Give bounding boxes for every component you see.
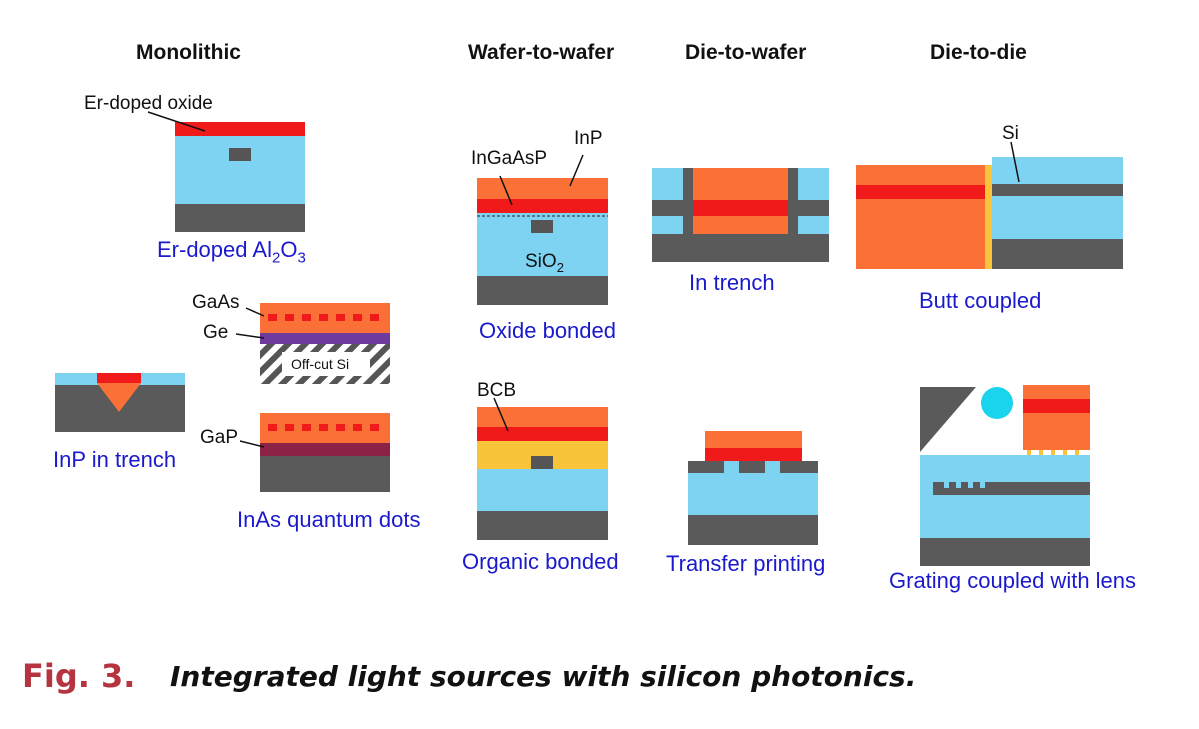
caption-inas-quantum-dots: InAs quantum dots <box>237 507 421 532</box>
caption-grating-coupled-with-lens: Grating coupled with lens <box>889 568 1137 593</box>
caption-er-doped-sub2: 3 <box>297 249 306 267</box>
header-monolithic: Monolithic <box>136 41 241 64</box>
label-inp: InP <box>574 128 603 149</box>
caption-inp-in-trench: InP in trench <box>53 447 177 472</box>
figure-title: Integrated light sources with silicon ph… <box>170 660 917 693</box>
caption-in-trench: In trench <box>689 270 775 295</box>
caption-organic-bonded: Organic bonded <box>462 549 619 574</box>
gap-qd-stack <box>239 413 390 492</box>
header-die-to-wafer: Die-to-wafer <box>685 41 807 64</box>
caption-er-doped-mid: O <box>280 237 298 262</box>
in-trench-stack <box>652 168 829 262</box>
transfer-printing-stack <box>688 431 818 545</box>
label-sio2-text: SiO <box>525 251 557 272</box>
label-si: Si <box>1002 123 1019 144</box>
header-wafer-to-wafer: Wafer-to-wafer <box>468 41 615 64</box>
er-doped-al2o3-stack <box>147 111 305 232</box>
gaas-ge-stack <box>235 303 390 384</box>
caption-er-doped-al2o3: Er-doped Al2O3 <box>157 237 306 267</box>
label-off-cut-si: Off-cut Si <box>291 356 350 372</box>
caption-transfer-printing: Transfer printing <box>666 551 826 576</box>
label-sio2-subscript: 2 <box>556 259 564 275</box>
caption-butt-coupled: Butt coupled <box>919 288 1042 313</box>
label-gaas: GaAs <box>192 292 240 313</box>
header-die-to-die: Die-to-die <box>930 41 1027 64</box>
caption-oxide-bonded: Oxide bonded <box>479 318 616 343</box>
grating-coupled-stack <box>920 385 1090 566</box>
caption-er-doped-sub1: 2 <box>271 249 281 267</box>
caption-er-doped-prefix: Er-doped Al <box>157 237 272 262</box>
label-sio2: SiO2 <box>525 252 564 274</box>
label-ge: Ge <box>203 322 229 343</box>
butt-coupled-stack <box>856 141 1123 269</box>
label-gap: GaP <box>200 427 239 448</box>
inp-trench-stack <box>55 373 185 432</box>
oxide-bonded-stack <box>477 154 608 305</box>
label-bcb: BCB <box>477 380 517 401</box>
label-ingaasp: InGaAsP <box>471 148 548 169</box>
label-er-doped-oxide: Er-doped oxide <box>84 93 213 114</box>
organic-bonded-stack <box>477 397 608 540</box>
figure-label: Fig. 3. <box>22 657 136 695</box>
